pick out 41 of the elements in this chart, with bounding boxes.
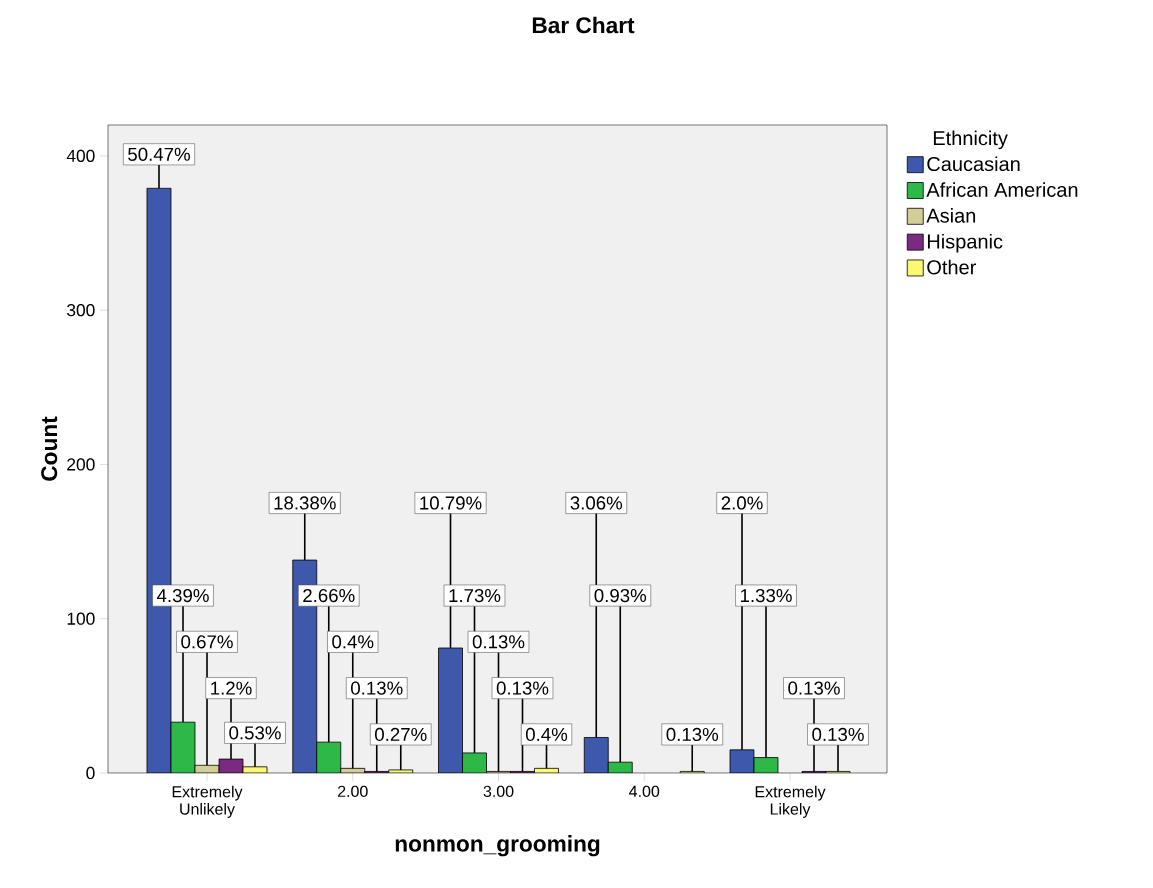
- annotation: 0.93%: [594, 588, 647, 603]
- y-tick-label: 0: [86, 766, 95, 780]
- annotation: 0.67%: [181, 635, 233, 649]
- annotation: 0.27%: [375, 727, 427, 742]
- annotation: 0.13%: [788, 681, 840, 695]
- legend-label: Caucasian: [927, 156, 1020, 172]
- y-tick-label: 100: [67, 612, 95, 625]
- annotation: 50.47%: [128, 147, 190, 161]
- annotation: 0.13%: [472, 635, 525, 649]
- annotation: 0.53%: [229, 726, 281, 740]
- legend-label: African American: [926, 182, 1078, 197]
- annotation: 3.06%: [570, 496, 623, 510]
- annotation: 0.4%: [525, 727, 568, 742]
- annotation: 1.73%: [449, 588, 501, 603]
- annotation: 1.2%: [211, 681, 252, 695]
- y-tick-label: 400: [66, 149, 95, 162]
- y-tick-label: 200: [67, 458, 95, 471]
- x-tick-label: Extremely Likely: [755, 785, 826, 818]
- y-axis-title: Count: [41, 416, 58, 481]
- annotation: 1.33%: [740, 588, 792, 603]
- annotation: 2.66%: [303, 588, 355, 603]
- x-tick-label: 4.00: [629, 785, 660, 798]
- annotation: 0.13%: [666, 727, 719, 742]
- x-tick-label: Extremely Unlikely: [172, 785, 243, 818]
- x-tick-label: 2.00: [337, 785, 368, 798]
- legend-title: Ethnicity: [933, 130, 1008, 150]
- legend-label: Hispanic: [927, 233, 1003, 253]
- annotation: 0.4%: [332, 635, 374, 649]
- annotation: 0.13%: [812, 727, 864, 742]
- legend-label: Other: [927, 259, 976, 275]
- chart-title: Bar Chart: [532, 16, 635, 34]
- x-tick-label: 3.00: [483, 785, 514, 798]
- legend-label: Asian: [926, 208, 976, 223]
- annotation: 2.0%: [721, 496, 763, 510]
- x-axis-title: nonmon_grooming: [395, 835, 600, 857]
- y-tick-label: 300: [67, 303, 95, 317]
- annotation: 10.79%: [420, 496, 482, 510]
- annotation: 0.13%: [496, 681, 549, 695]
- annotation: 0.13%: [351, 681, 403, 695]
- annotation: 4.39%: [156, 588, 209, 603]
- annotation: 18.38%: [274, 496, 336, 510]
